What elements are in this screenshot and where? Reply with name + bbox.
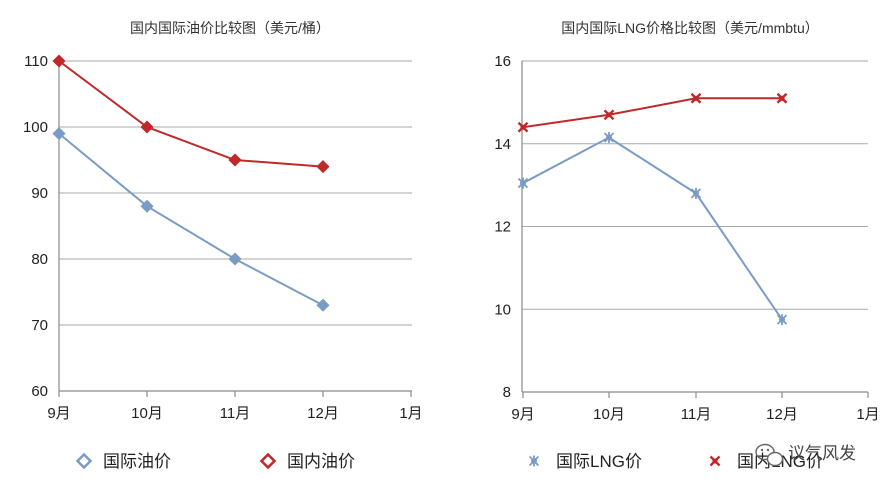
lng-price-chart: 国内国际LNG价格比较图（美元/mmbtu） 8 10 12 14 16 9月 10月 11月…: [494, 20, 879, 471]
legend-marker: [259, 452, 277, 470]
y-tick-label: 110: [24, 53, 48, 70]
x-tick-label: 10月: [593, 406, 625, 423]
y-tick-label: 14: [494, 136, 511, 153]
series-line: [522, 136, 783, 321]
data-point: [776, 314, 788, 326]
y-tick-label: 16: [494, 53, 511, 70]
y-tick-label: 70: [31, 317, 48, 334]
data-point: [228, 252, 242, 266]
watermark-text: 议气风发: [788, 444, 856, 463]
y-tick-label: 100: [23, 119, 48, 136]
y-tick-label: 8: [503, 384, 511, 401]
x-tick-label: 1月: [856, 406, 879, 423]
series-1: [517, 132, 788, 326]
y-tick-label: 10: [494, 301, 511, 318]
data-point: [517, 177, 529, 189]
data-point: [603, 109, 615, 121]
data-point: [517, 121, 529, 133]
legend-marker: [709, 455, 721, 467]
y-tick-label: 12: [494, 219, 511, 236]
x-tick-label: 9月: [47, 405, 70, 422]
series-2: [517, 92, 788, 133]
data-point: [690, 92, 702, 104]
data-point: [228, 153, 242, 167]
y-tick-label: 80: [31, 251, 48, 268]
data-point: [776, 92, 788, 104]
data-point: [52, 127, 66, 141]
legend-item: 国际油价: [75, 452, 171, 471]
series-line: [522, 97, 782, 129]
series-line: [58, 60, 324, 168]
legend-marker: [528, 455, 540, 467]
x-tick-label: 11月: [681, 406, 712, 423]
legend-item: 国内油价: [259, 452, 355, 471]
data-point: [52, 54, 66, 68]
data-point: [140, 120, 154, 134]
legend-marker: [75, 452, 93, 470]
x-tick-label: 12月: [307, 405, 339, 422]
oil-price-chart: 国内国际油价比较图（美元/桶） 60 70 80 90 100 110 9月 10月 11月 12…: [23, 20, 423, 471]
x-tick-label: 10月: [131, 405, 163, 422]
legend-item: 国际LNG价: [528, 452, 642, 471]
data-point: [690, 187, 702, 199]
wechat-icon: [755, 443, 784, 467]
y-tick-label: 90: [31, 185, 48, 202]
data-point: [140, 199, 154, 213]
x-tick-label: 11月: [220, 405, 251, 422]
chart-title: 国内国际油价比较图（美元/桶）: [130, 20, 330, 36]
x-tick-label: 1月: [399, 405, 422, 422]
x-tick-label: 9月: [511, 406, 534, 423]
series-2: [52, 54, 330, 174]
legend-label: 国内油价: [287, 452, 355, 471]
series-line: [58, 132, 324, 307]
data-point: [603, 132, 615, 144]
chart-title: 国内国际LNG价格比较图（美元/mmbtu）: [561, 20, 818, 36]
data-point: [316, 160, 330, 174]
legend-label: 国际LNG价: [556, 452, 642, 471]
legend-label: 国际油价: [103, 452, 171, 471]
y-tick-label: 60: [31, 383, 48, 400]
watermark: 议气风发: [755, 443, 856, 467]
data-point: [316, 298, 330, 312]
x-tick-label: 12月: [766, 406, 798, 423]
series-1: [52, 127, 330, 312]
